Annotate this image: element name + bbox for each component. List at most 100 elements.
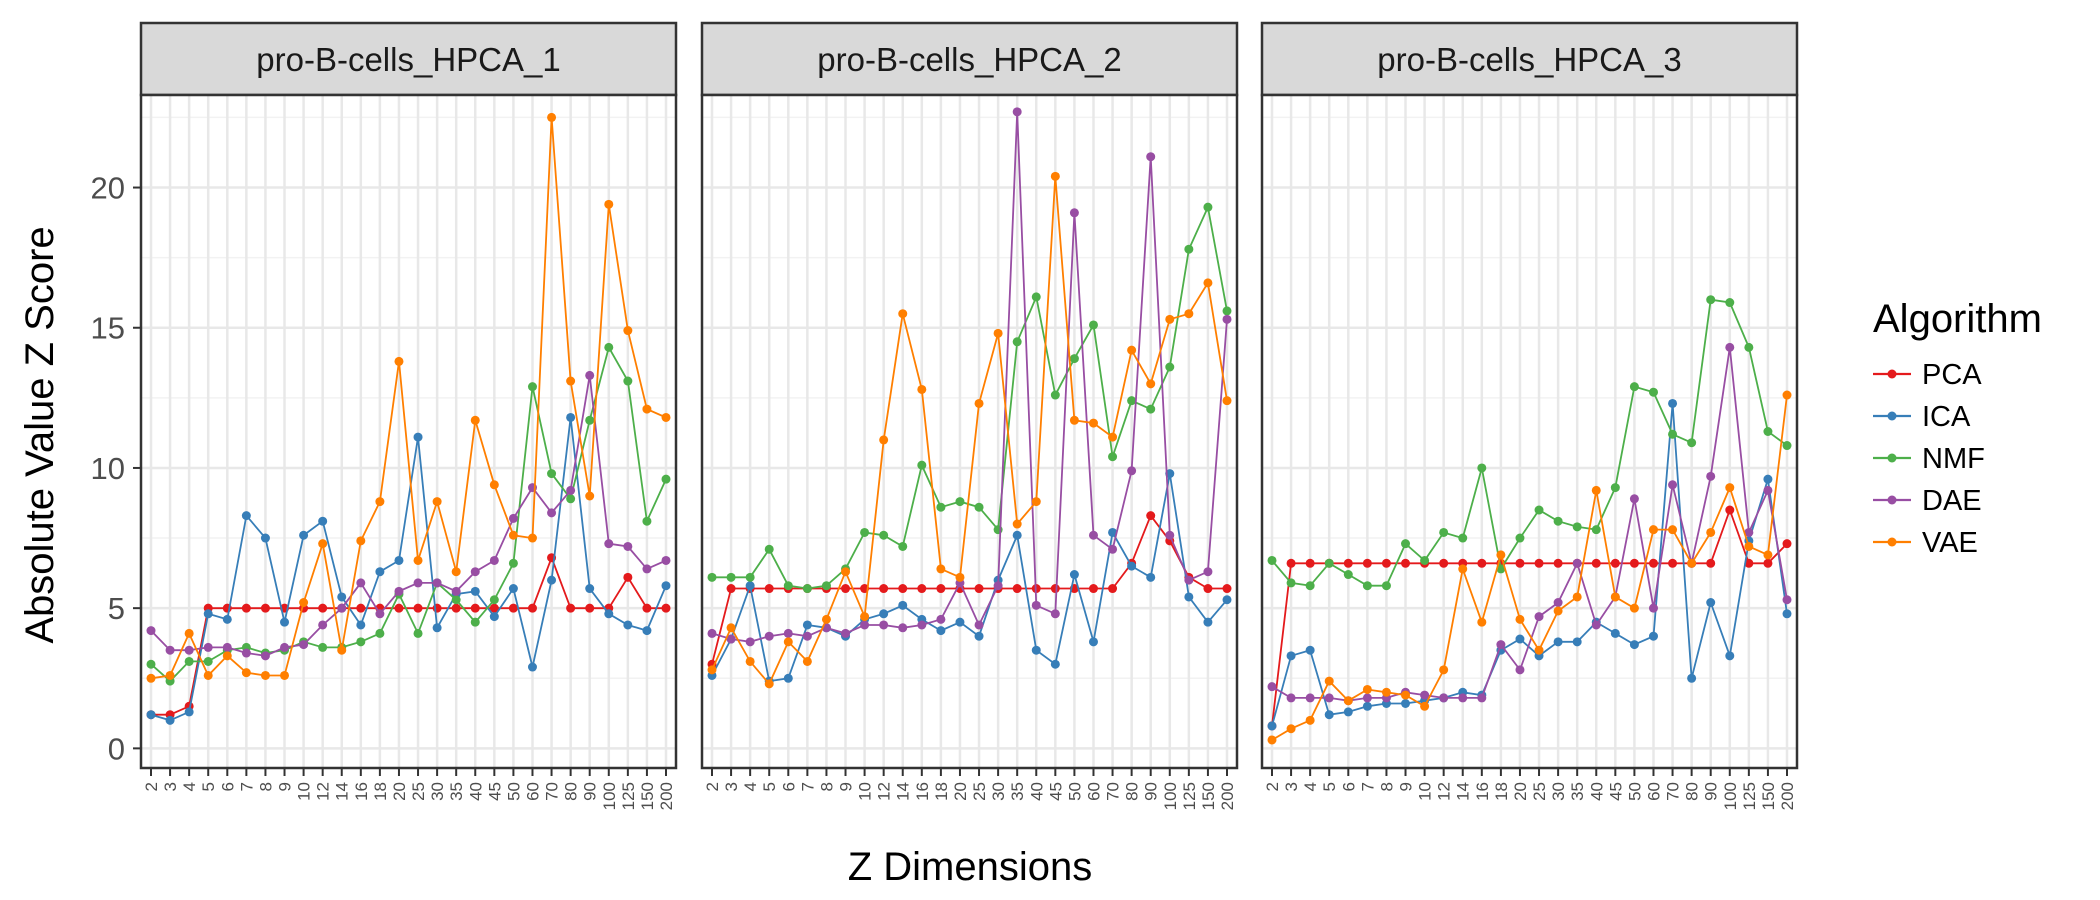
data-point-pca [508, 603, 518, 613]
x-tick-label: 150 [1759, 782, 1778, 810]
legend-label: ICA [1922, 401, 1971, 433]
data-point-vae [1108, 432, 1118, 442]
data-point-nmf [1572, 522, 1582, 532]
x-tick-label: 125 [619, 782, 638, 810]
data-point-vae [1515, 614, 1525, 624]
data-point-pca [318, 603, 328, 613]
data-point-nmf [1031, 292, 1041, 302]
data-point-nmf [1165, 362, 1175, 372]
data-point-vae [1069, 415, 1079, 425]
data-point-ica [1668, 398, 1678, 408]
x-tick-label: 12 [1435, 782, 1454, 801]
x-tick-label: 90 [1142, 782, 1161, 801]
x-tick-label: 2 [703, 782, 722, 791]
data-point-ica [1012, 530, 1022, 540]
data-point-nmf [623, 376, 633, 386]
data-point-dae [974, 620, 984, 630]
x-tick-label: 30 [989, 782, 1008, 801]
x-tick-label: 150 [638, 782, 657, 810]
data-point-ica [432, 623, 442, 633]
data-point-dae [260, 651, 270, 661]
data-point-dae [241, 648, 251, 658]
data-point-nmf [375, 628, 385, 638]
data-point-dae [1744, 527, 1754, 537]
x-tick-label: 6 [1339, 782, 1358, 791]
facet-label: pro-B-cells_HPCA_1 [256, 41, 560, 78]
data-point-nmf [413, 628, 423, 638]
data-point-nmf [821, 581, 831, 591]
data-point-vae [993, 328, 1003, 338]
data-point-ica [1031, 645, 1041, 655]
data-point-dae [1069, 208, 1079, 218]
data-point-ica [394, 555, 404, 565]
data-point-nmf [203, 656, 213, 666]
data-point-nmf [1744, 342, 1754, 352]
series-line-ica [150, 417, 667, 722]
data-point-ica [898, 600, 908, 610]
data-point-nmf [356, 637, 366, 647]
data-point-dae [1591, 620, 1601, 630]
data-point-ica [1610, 628, 1620, 638]
x-tick-label: 8 [256, 782, 275, 791]
data-point-ica [783, 673, 793, 683]
data-point-dae [1629, 494, 1639, 504]
data-point-nmf [1629, 382, 1639, 392]
x-tick-label: 60 [1084, 782, 1103, 801]
x-tick-label: 45 [485, 782, 504, 801]
data-point-vae [1267, 735, 1277, 745]
data-point-pca [1744, 558, 1754, 568]
x-tick-label: 12 [314, 782, 333, 801]
data-point-nmf [898, 541, 908, 551]
facet-panel: pro-B-cells_HPCA_32 3 4 5 6 7 8 9 10 12 14 16 18 20 25… [1260, 21, 1799, 810]
x-tick-label: 35 [447, 782, 466, 801]
data-point-dae [1534, 612, 1544, 622]
data-point-nmf [470, 617, 480, 627]
data-point-dae [165, 645, 175, 655]
data-point-dae [1108, 544, 1118, 554]
x-tick-label: 4 [741, 782, 760, 791]
data-point-vae [260, 670, 270, 680]
data-point-pca [1362, 558, 1372, 568]
x-tick-label: 5 [760, 782, 779, 791]
x-tick-label: 7 [798, 782, 817, 791]
data-point-vae [508, 530, 518, 540]
x-tick-label: 10 [1416, 782, 1435, 801]
data-point-ica [489, 612, 499, 622]
data-point-dae [841, 628, 851, 638]
data-point-ica [1687, 673, 1697, 683]
data-point-pca [1534, 558, 1544, 568]
data-point-dae [1706, 471, 1716, 481]
data-point-pca [356, 603, 366, 613]
data-point-nmf [1324, 558, 1334, 568]
data-point-vae [604, 199, 614, 209]
data-point-pca [1477, 558, 1487, 568]
data-point-vae [860, 612, 870, 622]
data-point-pca [974, 584, 984, 594]
data-point-vae [337, 645, 347, 655]
data-point-ica [527, 662, 537, 672]
data-point-dae [1050, 609, 1060, 619]
data-point-pca [1610, 558, 1620, 568]
data-point-vae [1165, 314, 1175, 324]
data-point-vae [821, 614, 831, 624]
data-point-vae [527, 533, 537, 543]
data-point-nmf [1069, 354, 1079, 364]
data-point-nmf [1458, 533, 1468, 543]
data-point-ica [1305, 645, 1315, 655]
data-point-nmf [1725, 298, 1735, 308]
legend-title: Algorithm [1873, 297, 2042, 341]
data-point-nmf [745, 572, 755, 582]
data-point-nmf [1012, 337, 1022, 347]
data-point-nmf [508, 558, 518, 568]
panels: pro-B-cells_HPCA_12 3 4 5 6 7 8 9 10 12 14 16 18 20 25… [91, 21, 1799, 810]
plot-background [1262, 95, 1797, 768]
series-line-dae [150, 375, 667, 657]
data-point-ica [974, 631, 984, 641]
x-tick-label: 8 [1377, 782, 1396, 791]
data-point-pca [1088, 584, 1098, 594]
data-point-nmf [661, 474, 671, 484]
x-tick-label: 5 [1320, 782, 1339, 791]
data-point-nmf [1286, 578, 1296, 588]
data-point-pca [764, 584, 774, 594]
